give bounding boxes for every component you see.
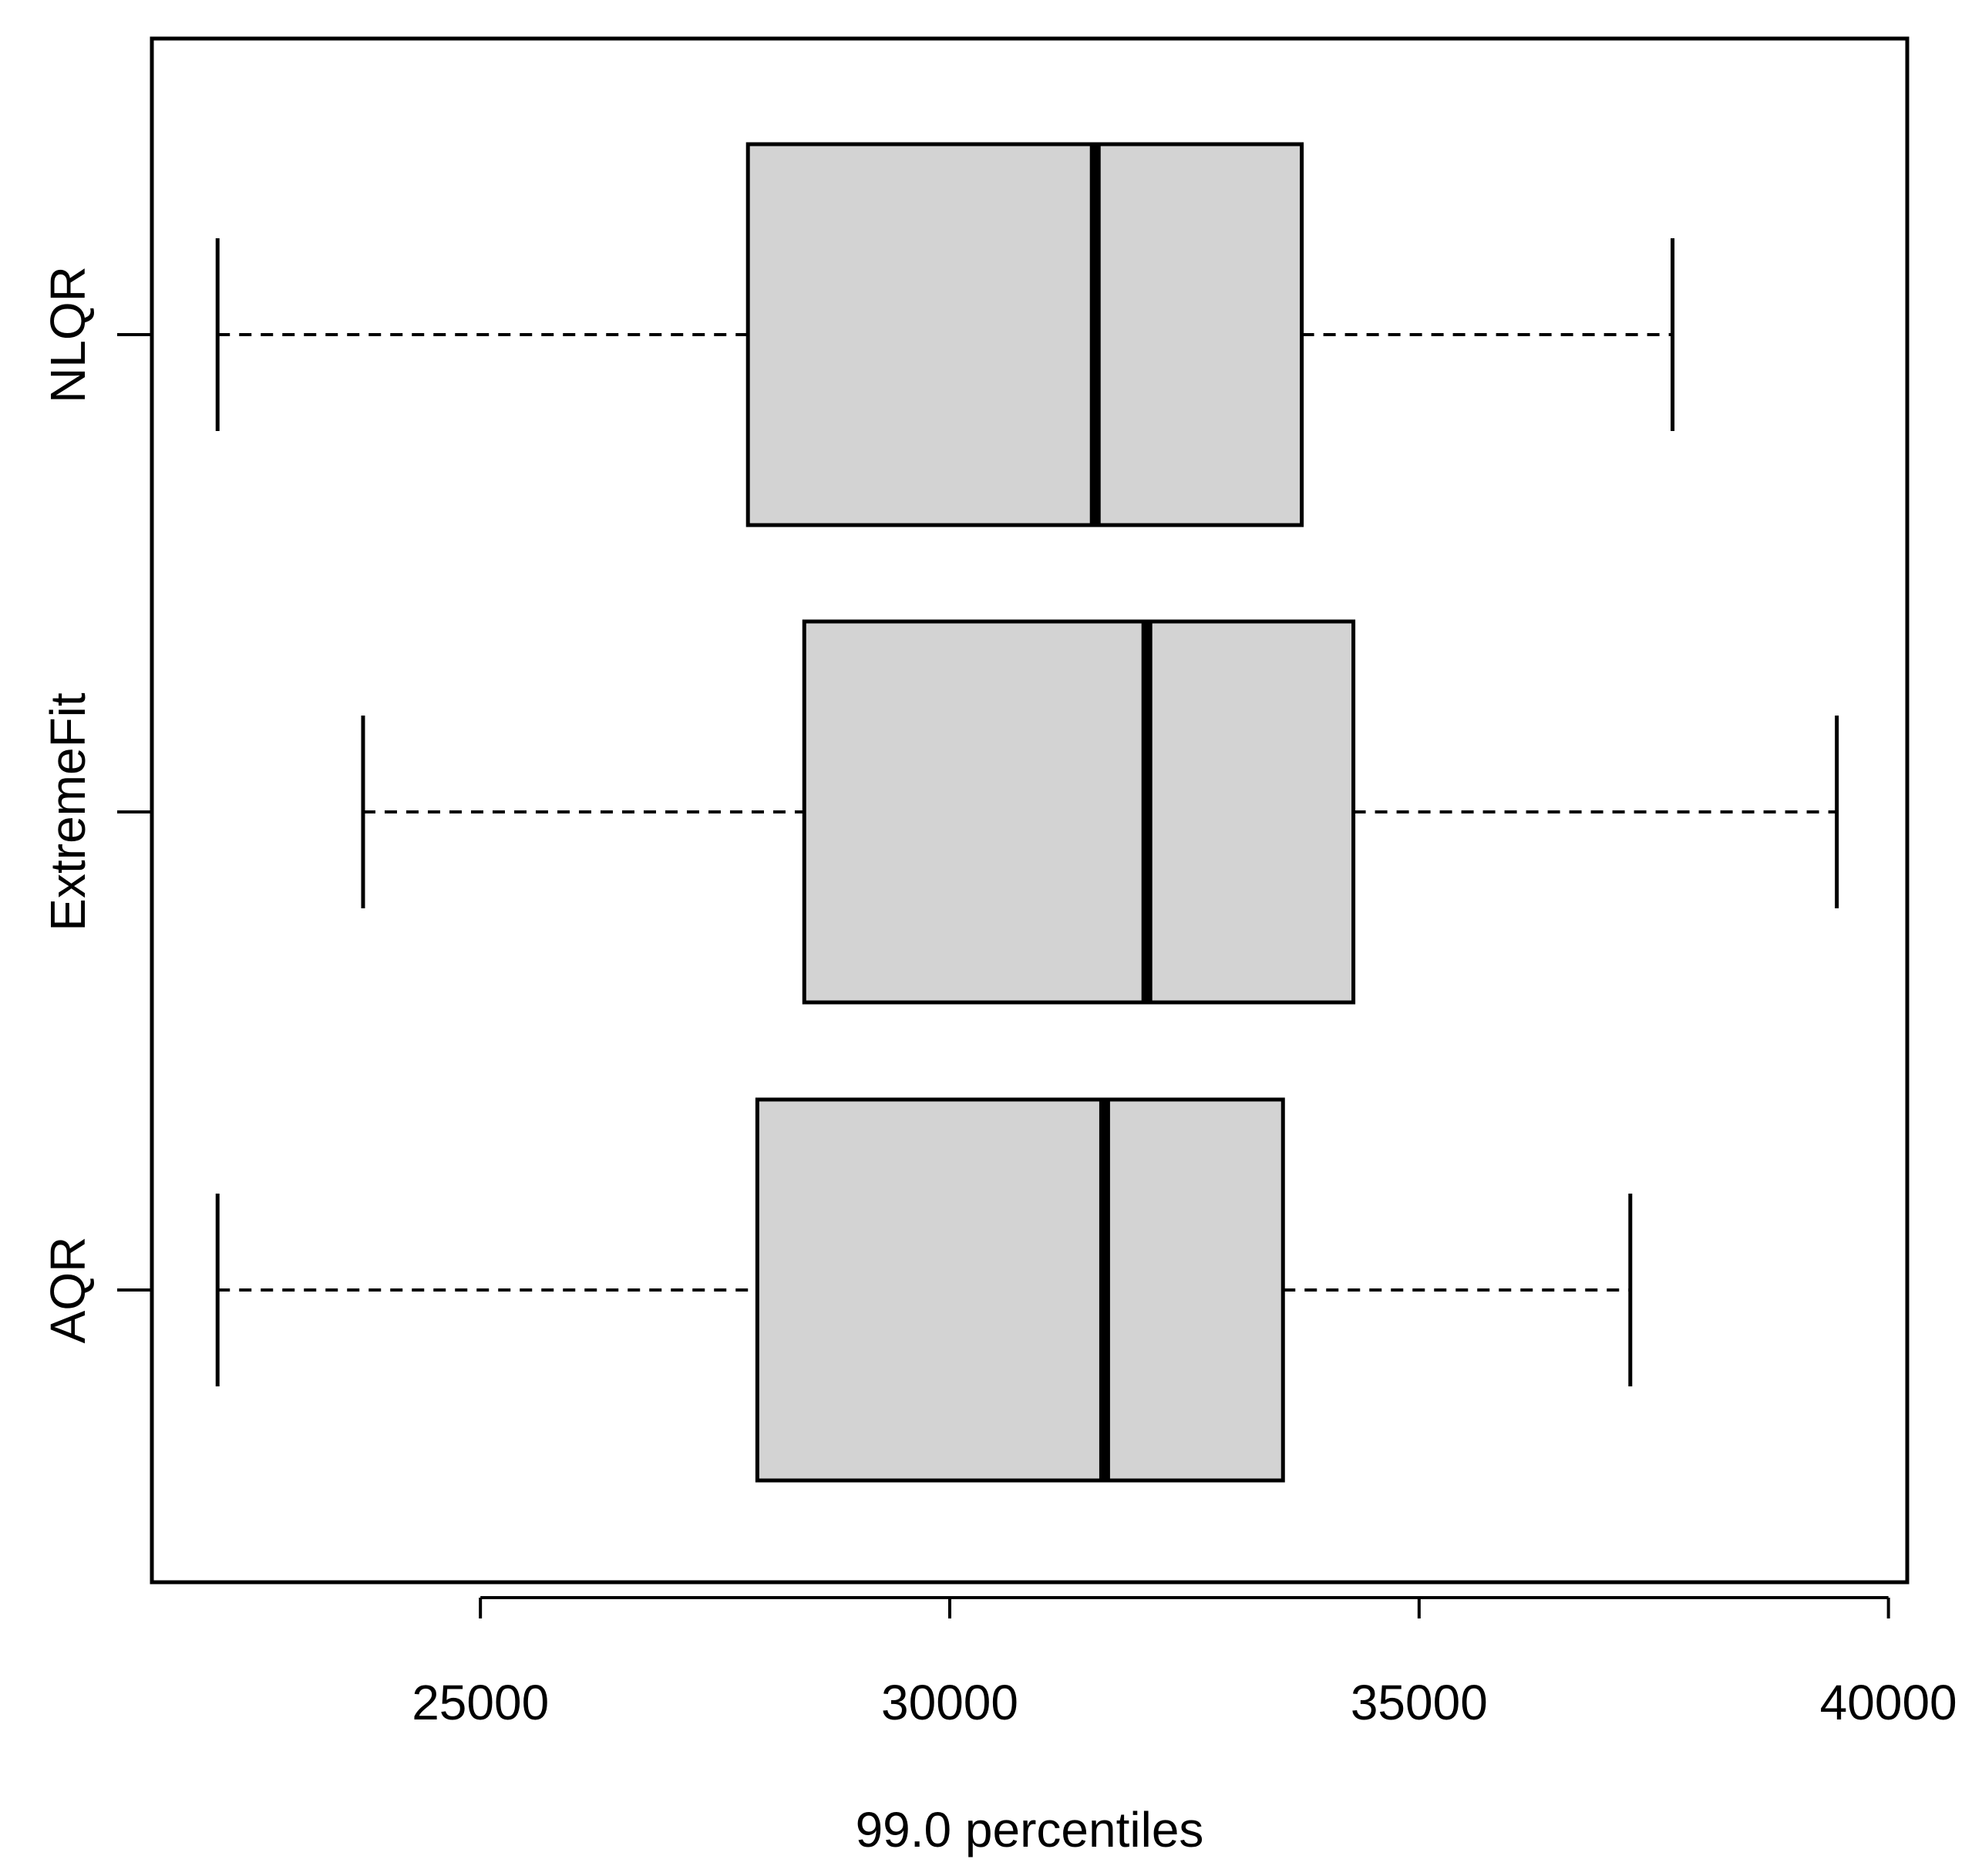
box-group-aqr xyxy=(215,1097,1633,1483)
x-tick-label: 35000 xyxy=(1351,1675,1488,1730)
y-category-label: ExtremeFit xyxy=(40,692,96,931)
y-category-label: NLQR xyxy=(40,266,96,403)
iqr-box xyxy=(802,619,1356,1005)
y-axis: AQR ExtremeFit NLQR xyxy=(40,266,152,1343)
x-axis-label: 99.0 percentiles xyxy=(856,1802,1204,1857)
box-group-extremefit xyxy=(361,619,1839,1005)
x-tick-label: 40000 xyxy=(1820,1675,1957,1730)
iqr-box xyxy=(755,1097,1285,1483)
x-tick-label: 30000 xyxy=(881,1675,1018,1730)
x-tick-label: 25000 xyxy=(412,1675,549,1730)
x-axis: 25000 30000 35000 40000 xyxy=(412,1596,1957,1730)
box-group-nlqr xyxy=(215,142,1675,527)
iqr-box xyxy=(745,142,1304,527)
y-category-label: AQR xyxy=(40,1237,96,1344)
boxes-layer xyxy=(215,142,1839,1483)
